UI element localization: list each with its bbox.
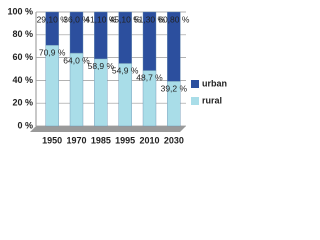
chart: 0 % 20 % 40 % 60 % 80 % 100 % 70,9 % 29,10 % 195… [7,6,227,145]
y-tick-label: 100 % [7,6,33,16]
bar-segment [69,11,84,54]
y-tick-label: 40 % [12,75,33,85]
y-tick-label: 0 % [17,120,33,130]
bar-segment [45,11,59,46]
x-tick-label: 1950 [42,135,62,145]
value-label: 64,0 % [63,55,90,65]
floor [30,126,186,132]
value-label: 39,2 % [161,84,188,94]
legend-swatch [191,97,199,105]
value-label: 60,80 % [158,14,190,24]
value-label: 51,30 % [134,14,166,24]
bar-segment [167,11,181,82]
value-label: 70,9 % [39,47,66,57]
value-label: 48,7 % [136,73,163,83]
bar-segment [94,11,108,60]
value-label: 29,10 % [37,14,69,24]
y-tick-label: 20 % [12,98,33,108]
x-tick-label: 1985 [91,135,111,145]
legend-label: rural [202,95,222,105]
legend-swatch [191,80,199,88]
value-label: 45,10 % [110,14,142,24]
x-tick-label: 1995 [115,135,135,145]
x-tick-label: 2010 [139,135,159,145]
x-tick-label: 1970 [66,135,86,145]
value-label: 36,0 % [63,14,90,24]
value-label: 54,9 % [112,66,139,76]
y-tick-label: 80 % [12,29,33,39]
bar-segment [142,11,157,71]
y-tick-label: 60 % [12,52,33,62]
bar-segment [118,11,132,64]
value-label: 41,10 % [85,14,117,24]
legend-label: urban [202,78,227,88]
value-label: 58,9 % [88,61,115,71]
x-tick-label: 2030 [164,135,184,145]
